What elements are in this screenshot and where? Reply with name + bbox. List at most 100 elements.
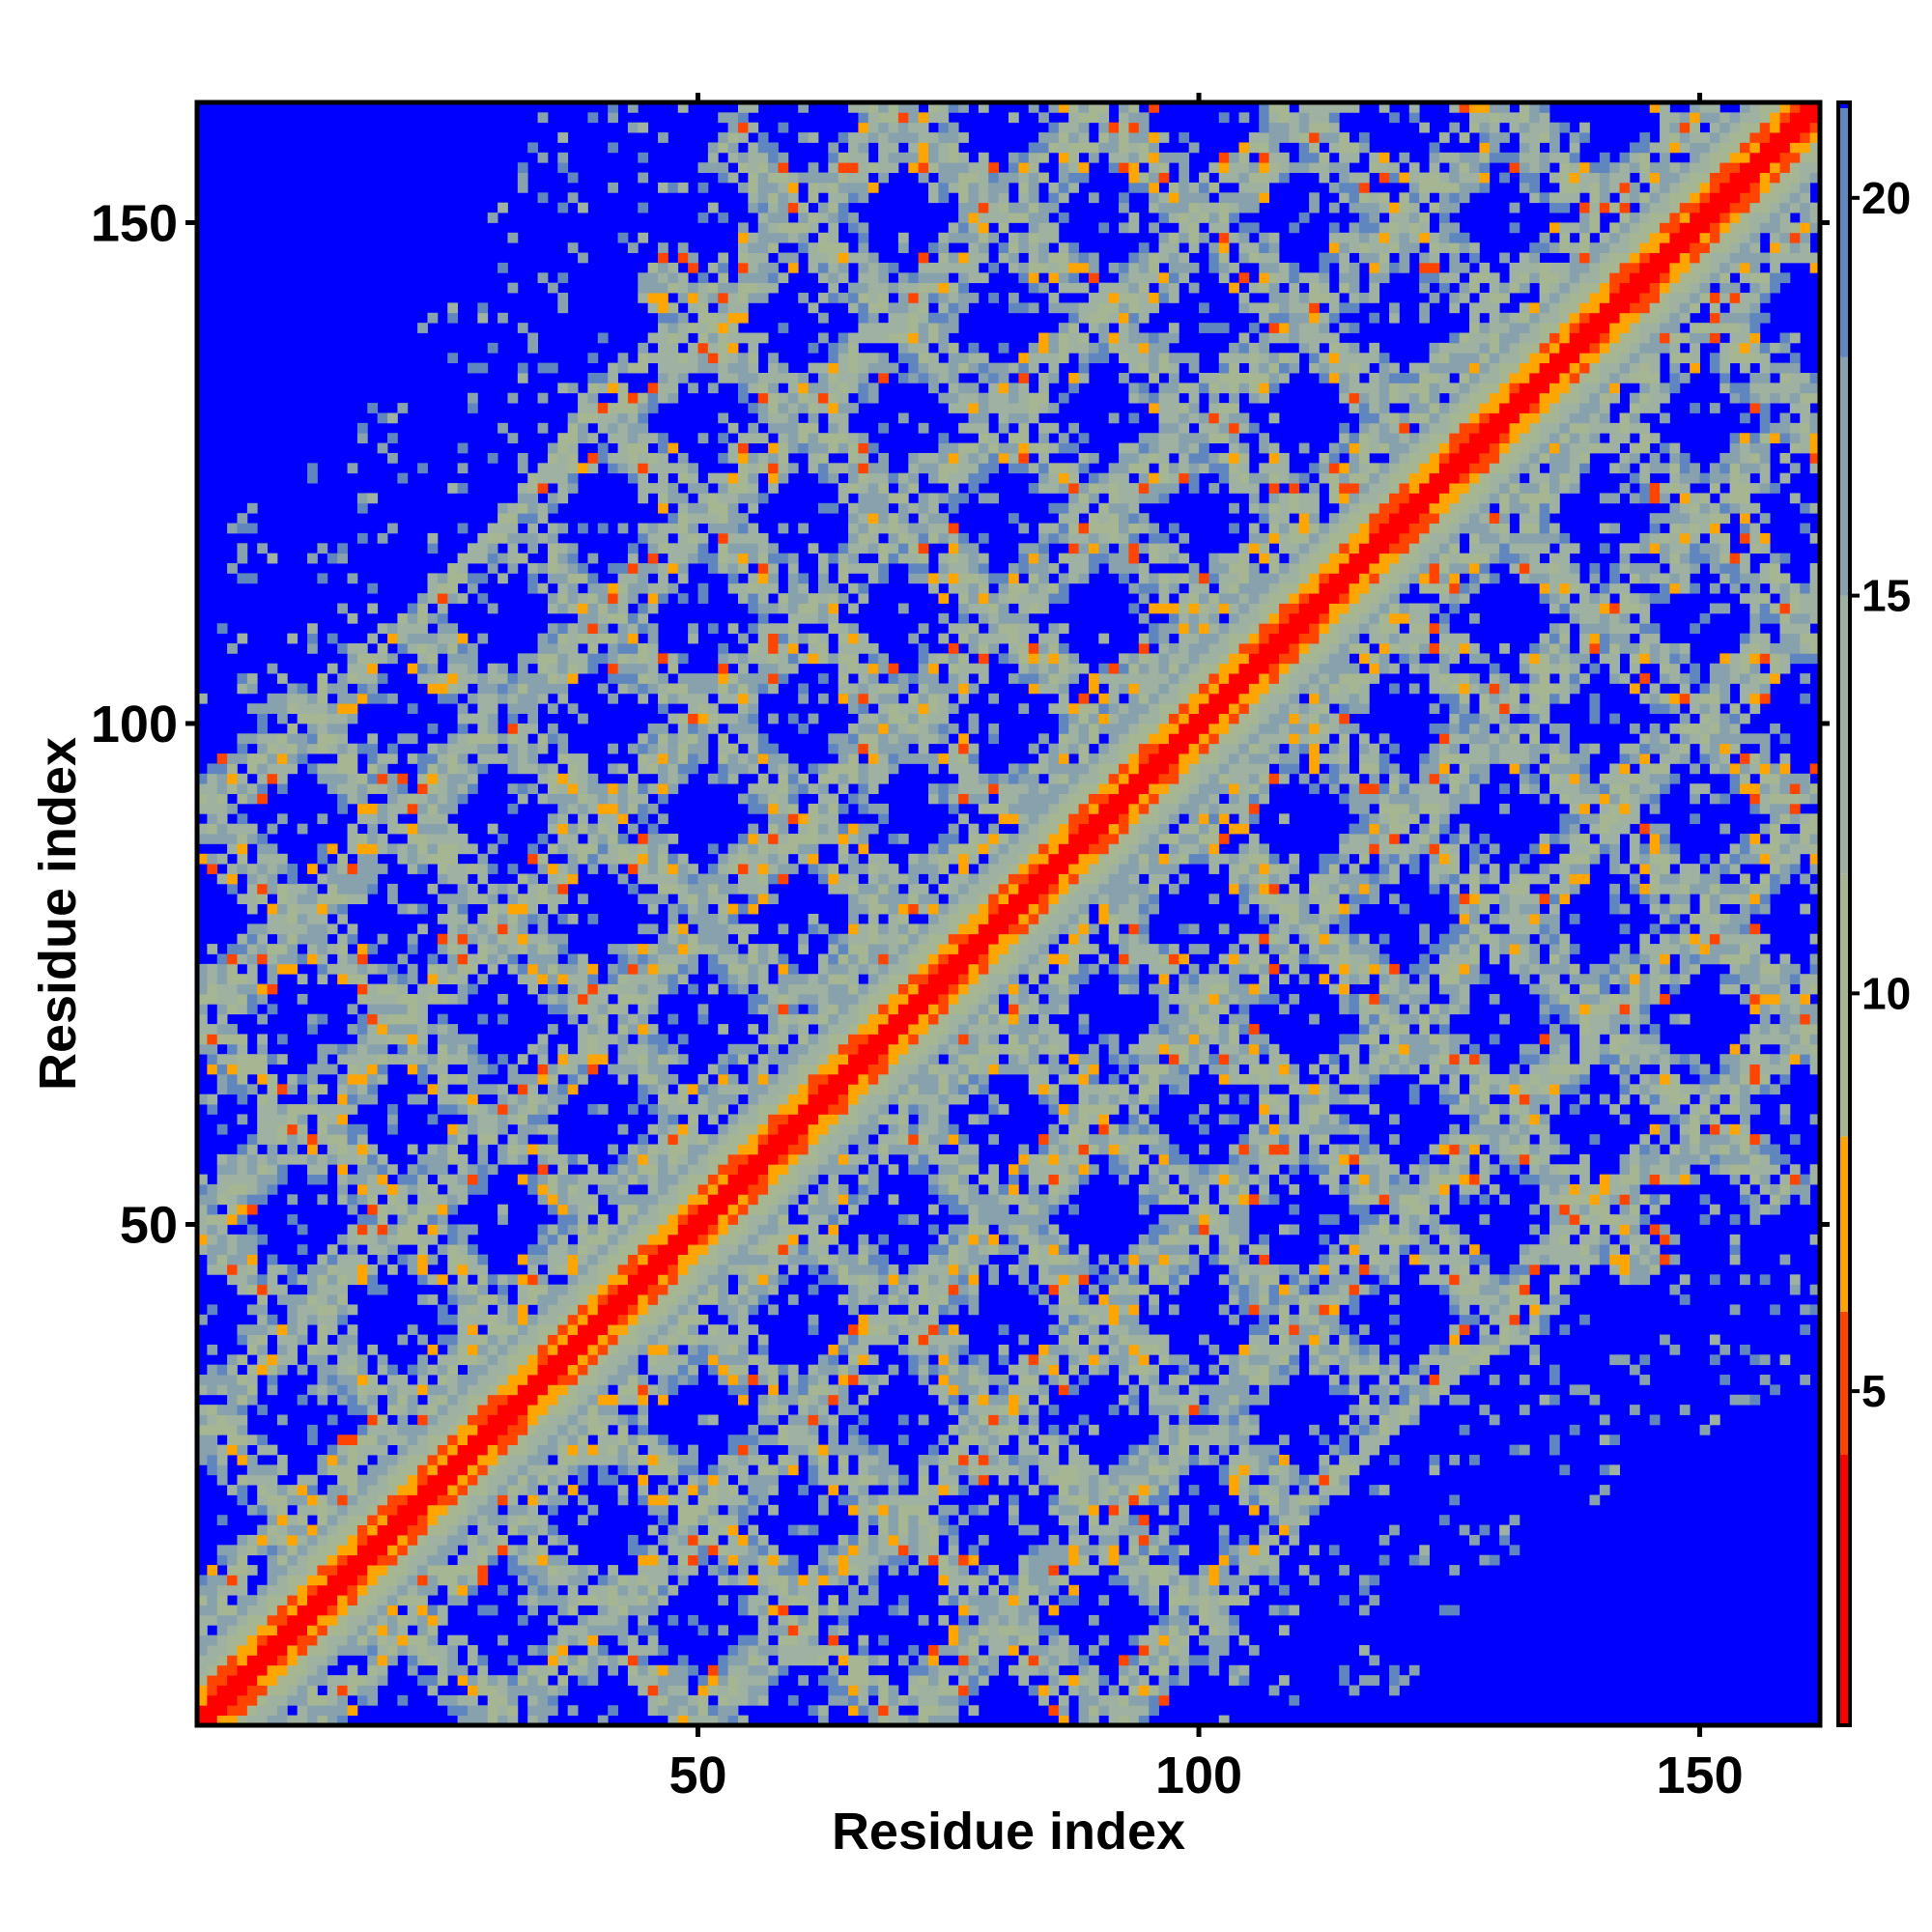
heatmap-cell bbox=[527, 1464, 538, 1476]
heatmap-cell bbox=[697, 1715, 709, 1726]
heatmap-cell bbox=[677, 1685, 689, 1696]
heatmap-cell bbox=[417, 1584, 428, 1596]
heatmap-cell bbox=[627, 1164, 639, 1176]
heatmap-cell bbox=[237, 1694, 248, 1706]
heatmap-cell bbox=[347, 834, 358, 844]
heatmap-cell bbox=[768, 663, 779, 674]
heatmap-cell bbox=[557, 783, 569, 794]
heatmap-cell bbox=[527, 983, 538, 995]
heatmap-cell bbox=[337, 1134, 348, 1145]
heatmap-cell bbox=[457, 1034, 469, 1045]
heatmap-cell bbox=[748, 1485, 759, 1495]
heatmap-cell bbox=[257, 1655, 268, 1666]
heatmap-cell bbox=[527, 1424, 538, 1435]
heatmap-cell bbox=[377, 963, 388, 975]
heatmap-cell bbox=[718, 1054, 729, 1065]
heatmap-cell bbox=[658, 1504, 668, 1516]
heatmap-cell bbox=[768, 1565, 779, 1576]
heatmap-cell bbox=[276, 1324, 288, 1335]
heatmap-cell bbox=[356, 1194, 368, 1206]
heatmap-cell bbox=[778, 1464, 789, 1476]
heatmap-cell bbox=[407, 1094, 418, 1105]
heatmap-cell bbox=[748, 232, 759, 243]
heatmap-cell bbox=[287, 1605, 298, 1616]
heatmap-cell bbox=[697, 873, 709, 885]
heatmap-cell bbox=[497, 1054, 508, 1065]
heatmap-cell bbox=[638, 1424, 649, 1435]
heatmap-cell bbox=[287, 1194, 298, 1206]
heatmap-cell bbox=[327, 1244, 338, 1255]
heatmap-cell bbox=[627, 1354, 639, 1366]
heatmap-cell bbox=[237, 1194, 248, 1206]
heatmap-cell bbox=[688, 362, 698, 374]
heatmap-cell bbox=[738, 553, 749, 564]
heatmap-cell bbox=[257, 1294, 268, 1305]
heatmap-cell bbox=[738, 102, 749, 113]
heatmap-cell bbox=[557, 1164, 569, 1176]
heatmap-cell bbox=[257, 1524, 268, 1536]
heatmap-cell bbox=[597, 1595, 609, 1605]
heatmap-cell bbox=[216, 1254, 228, 1265]
heatmap-cell bbox=[627, 1194, 639, 1206]
heatmap-cell bbox=[748, 603, 759, 614]
heatmap-cell bbox=[347, 713, 358, 724]
heatmap-cell bbox=[587, 853, 599, 865]
heatmap-cell bbox=[668, 1013, 679, 1025]
heatmap-cell bbox=[447, 944, 459, 954]
heatmap-cell bbox=[427, 1084, 439, 1095]
heatmap-cell bbox=[638, 272, 649, 284]
heatmap-cell bbox=[227, 1424, 238, 1435]
heatmap-cell bbox=[487, 1605, 498, 1616]
heatmap-cell bbox=[727, 1545, 739, 1556]
heatmap-cell bbox=[387, 813, 398, 825]
heatmap-cell bbox=[578, 403, 588, 413]
heatmap-cell bbox=[477, 1294, 489, 1305]
heatmap-cell bbox=[748, 1524, 759, 1536]
heatmap-cell bbox=[738, 232, 749, 243]
heatmap-cell bbox=[567, 1424, 579, 1435]
heatmap-cell bbox=[638, 232, 649, 243]
heatmap-cell bbox=[246, 1344, 258, 1355]
heatmap-cell bbox=[748, 953, 759, 965]
heatmap-cell bbox=[276, 1504, 288, 1516]
heatmap-cell bbox=[487, 1134, 498, 1145]
heatmap-cell bbox=[367, 873, 379, 885]
heatmap-cell bbox=[216, 834, 228, 844]
heatmap-cell bbox=[567, 1545, 579, 1556]
heatmap-cell bbox=[337, 1254, 348, 1265]
heatmap-cell bbox=[246, 864, 258, 874]
heatmap-cell bbox=[447, 1424, 459, 1435]
heatmap-cell bbox=[638, 342, 649, 354]
heatmap-cell bbox=[727, 1554, 739, 1566]
heatmap-cell bbox=[237, 1064, 248, 1075]
heatmap-cell bbox=[587, 412, 599, 424]
heatmap-cell bbox=[447, 1485, 459, 1495]
heatmap-cell bbox=[778, 1655, 789, 1666]
heatmap-cell bbox=[707, 713, 719, 724]
heatmap-cell bbox=[437, 1104, 448, 1115]
heatmap-cell bbox=[697, 162, 709, 173]
heatmap-cell bbox=[757, 803, 769, 814]
heatmap-cell bbox=[547, 1204, 558, 1215]
heatmap-cell bbox=[457, 894, 469, 905]
heatmap-cell bbox=[697, 1694, 709, 1706]
heatmap-cell bbox=[527, 1645, 538, 1656]
heatmap-cell bbox=[468, 1123, 478, 1135]
heatmap-cell bbox=[257, 834, 268, 844]
heatmap-cell bbox=[757, 612, 769, 624]
heatmap-cell bbox=[517, 1545, 528, 1556]
heatmap-cell bbox=[397, 853, 409, 865]
heatmap-cell bbox=[597, 1334, 609, 1346]
heatmap-cell bbox=[527, 1344, 538, 1355]
heatmap-cell bbox=[507, 783, 519, 794]
heatmap-cell bbox=[437, 1064, 448, 1075]
heatmap-cell bbox=[688, 1485, 698, 1495]
heatmap-cell bbox=[367, 834, 379, 844]
heatmap-cell bbox=[477, 743, 489, 754]
heatmap-cell bbox=[677, 923, 689, 935]
heatmap-cell bbox=[457, 743, 469, 754]
heatmap-cell bbox=[608, 1294, 618, 1305]
heatmap-cell bbox=[437, 1554, 448, 1566]
heatmap-cell bbox=[356, 1455, 368, 1465]
heatmap-cell bbox=[697, 1194, 709, 1206]
